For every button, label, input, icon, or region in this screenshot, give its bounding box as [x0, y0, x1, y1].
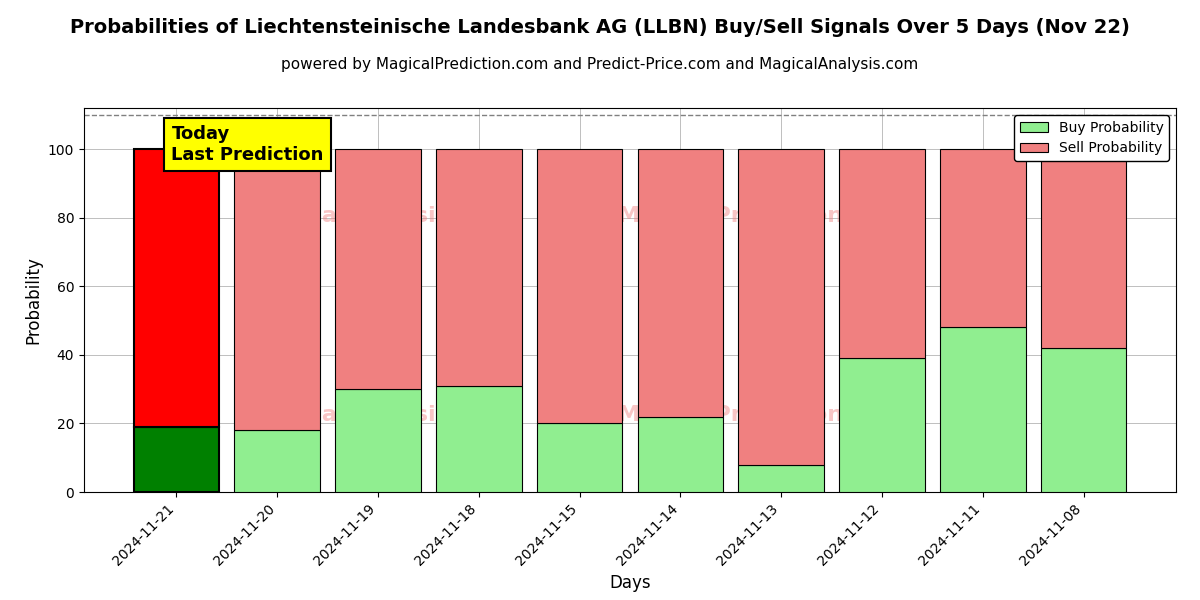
Bar [536, 424, 623, 492]
Bar [940, 328, 1026, 492]
Text: MagicalAnalysis.com: MagicalAnalysis.com [248, 405, 510, 425]
Text: Today
Last Prediction: Today Last Prediction [172, 125, 324, 164]
Bar [839, 149, 925, 358]
Bar [133, 427, 220, 492]
Text: MagicalPrediction.com: MagicalPrediction.com [618, 405, 904, 425]
Bar [536, 149, 623, 424]
Bar [1040, 149, 1127, 348]
Y-axis label: Probability: Probability [24, 256, 42, 344]
Bar [1040, 348, 1127, 492]
Text: MagicalAnalysis.com: MagicalAnalysis.com [248, 206, 510, 226]
Bar [436, 386, 522, 492]
Legend: Buy Probability, Sell Probability: Buy Probability, Sell Probability [1014, 115, 1169, 161]
Bar [738, 149, 824, 464]
Bar [335, 389, 421, 492]
Bar [738, 464, 824, 492]
Bar [436, 149, 522, 386]
X-axis label: Days: Days [610, 574, 650, 592]
Bar [133, 149, 220, 427]
Bar [637, 416, 724, 492]
Text: MagicalPrediction.com: MagicalPrediction.com [618, 206, 904, 226]
Bar [839, 358, 925, 492]
Bar [335, 149, 421, 389]
Bar [940, 149, 1026, 328]
Text: powered by MagicalPrediction.com and Predict-Price.com and MagicalAnalysis.com: powered by MagicalPrediction.com and Pre… [281, 57, 919, 72]
Text: Probabilities of Liechtensteinische Landesbank AG (LLBN) Buy/Sell Signals Over 5: Probabilities of Liechtensteinische Land… [70, 18, 1130, 37]
Bar [637, 149, 724, 416]
Bar [234, 149, 320, 430]
Bar [234, 430, 320, 492]
